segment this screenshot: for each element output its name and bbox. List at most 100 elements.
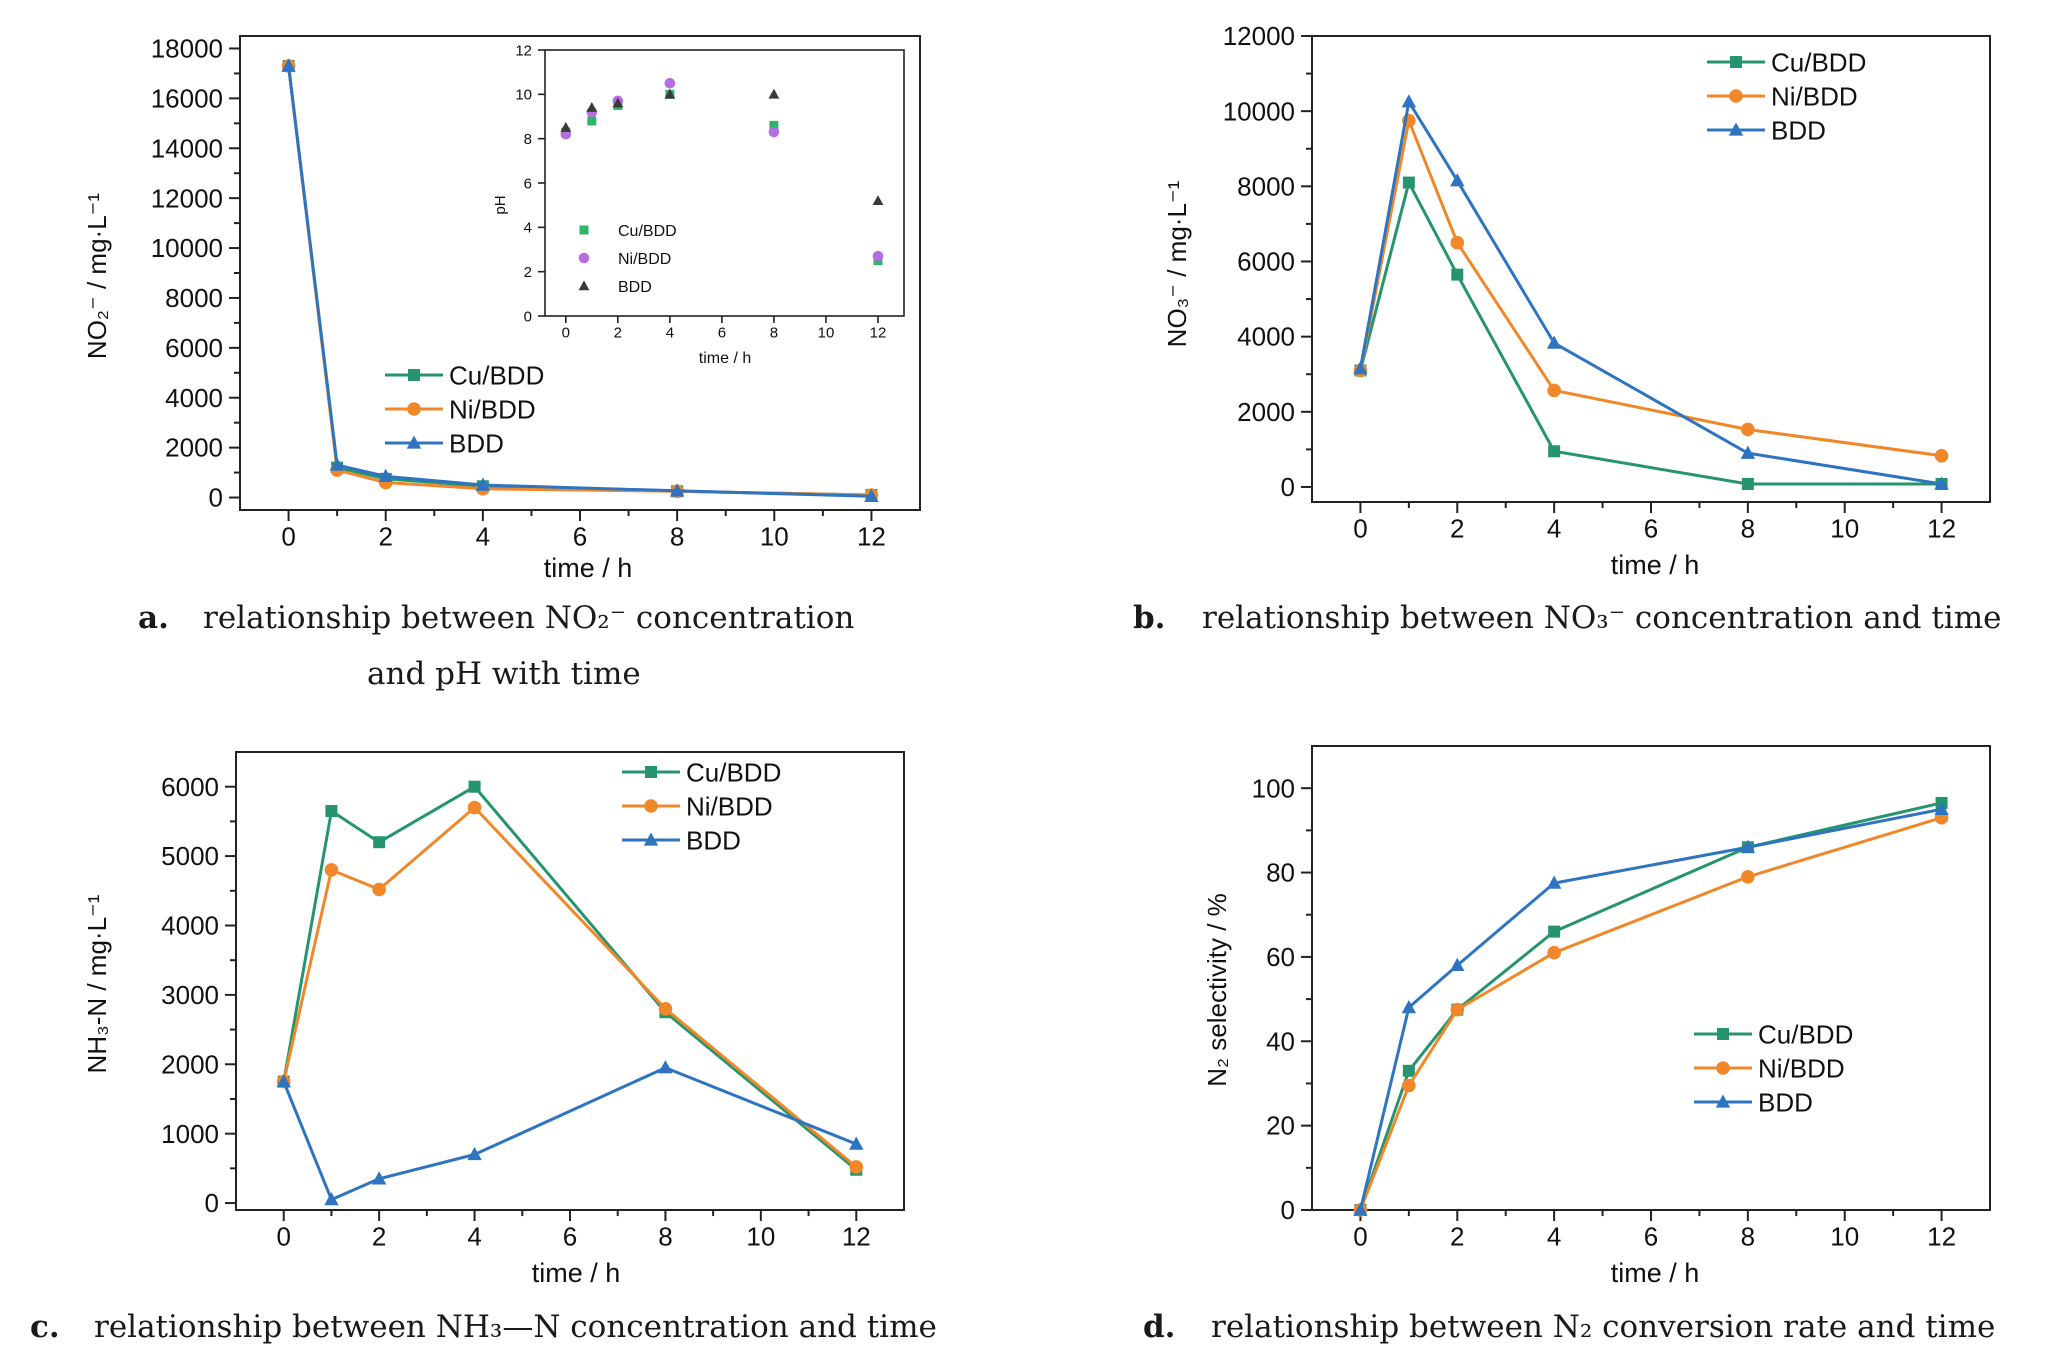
panel-d-point-bdd	[1401, 999, 1417, 1014]
panel-d-legend-label-cu-bdd: Cu/BDD	[1758, 1019, 1853, 1049]
panel-a-inset-point-bdd	[586, 101, 598, 112]
panel-a-series-line-cu-bdd	[287, 65, 872, 497]
panel-d-legend-marker-cu-bdd	[1717, 1028, 1729, 1040]
panel-b-ytick-label: 2000	[1237, 397, 1295, 427]
panel-c-legend: Cu/BDD Ni/BDD BDD	[622, 757, 781, 855]
panel-b-ytick-label: 4000	[1237, 322, 1295, 352]
panel-a-point-bdd	[864, 488, 879, 502]
panel-c-legend-marker-ni-bdd	[644, 799, 658, 813]
panel-a-ytick-label: 8000	[165, 283, 223, 313]
panel-b-point-bdd	[1353, 361, 1368, 375]
panel-c-series-line-cu-bdd	[282, 785, 858, 1171]
panel-a-ytick-label: 16000	[151, 83, 223, 113]
panel-c-legend-label-bdd: BDD	[686, 825, 741, 855]
panel-c-point-cu-bdd	[325, 804, 338, 817]
panel-a-xtick-label: 12	[857, 522, 886, 552]
panel-a-inset-point-ni-bdd	[872, 250, 884, 262]
panel-a-inset-xlabel: time / h	[699, 350, 751, 367]
panel-d-legend-marker-bdd	[1715, 1094, 1731, 1108]
panel-b-legend-marker-ni-bdd	[1729, 89, 1743, 103]
panel-a-caption-line1: relationship between NO₂⁻ concentration	[203, 600, 854, 636]
panel-c: NH₃-N / mg·L⁻¹ time / h c. relationship …	[30, 894, 937, 1345]
panel-d-ytick-label: 20	[1266, 1111, 1295, 1141]
panel-a-xtick-label: 8	[670, 522, 684, 552]
panel-a-inset-legend-marker-ni-bdd	[578, 252, 590, 264]
panel-a-series-line-bdd	[287, 65, 872, 498]
panel-c-xtick-label: 4	[467, 1222, 481, 1252]
panel-c-ylabel: NH₃-N / mg·L⁻¹	[82, 894, 112, 1073]
panel-a-ylabel: NO₂⁻ / mg·L⁻¹	[82, 193, 112, 359]
panel-b-legend-label-cu-bdd: Cu/BDD	[1771, 47, 1866, 77]
panel-a-inset-legend-label-ni-bdd: Ni/BDD	[618, 251, 671, 268]
panel-b-xtick-label: 8	[1741, 514, 1755, 544]
panel-d-ytick-label: 0	[1281, 1195, 1295, 1225]
panel-d-xtick-label: 4	[1547, 1222, 1561, 1252]
panel-b-legend-label-bdd: BDD	[1771, 115, 1826, 145]
panel-c-point-ni-bdd	[467, 800, 482, 815]
panel-c-point-bdd	[371, 1171, 387, 1185]
panel-c-ytick-label: 1000	[161, 1119, 219, 1149]
panel-a-inset-xtick-label: 8	[770, 324, 778, 341]
panel-c-ytick-label: 4000	[161, 911, 219, 941]
panel-d-point-cu-bdd	[1548, 925, 1561, 938]
panel-b-point-ni-bdd	[1450, 235, 1465, 250]
panel-b-point-cu-bdd	[1741, 477, 1754, 490]
panel-c-point-bdd	[324, 1192, 339, 1206]
panel-a-inset-xtick-label: 4	[666, 324, 674, 341]
panel-c-xtick-label: 0	[276, 1222, 290, 1252]
panel-d-ytick-label: 40	[1266, 1026, 1295, 1056]
panel-c-series-line-ni-bdd	[282, 806, 858, 1169]
panel-d-caption-line1: relationship between N₂ conversion rate …	[1211, 1309, 1995, 1345]
panel-a-inset-ytick-label: 12	[515, 42, 532, 59]
panel-c-plot-frame	[235, 751, 905, 1211]
panel-b-point-bdd	[1934, 476, 1949, 490]
panel-a-legend-marker-ni-bdd	[407, 402, 421, 416]
panel-d-ytick-label: 80	[1266, 858, 1295, 888]
panel-c-xtick-label: 6	[563, 1222, 577, 1252]
panel-c-series-line-bdd	[282, 1066, 857, 1202]
panel-d-xtick-label: 6	[1644, 1222, 1658, 1252]
panel-b-legend-marker-bdd	[1728, 122, 1744, 136]
panel-b-xtick-label: 10	[1830, 514, 1859, 544]
panel-d-point-ni-bdd	[1402, 1078, 1416, 1093]
panel-c-xtick-label: 2	[372, 1222, 386, 1252]
panel-c-legend-marker-bdd	[643, 832, 659, 846]
panel-b-series-group	[1353, 94, 1949, 490]
panel-a-inset-ytick-label: 0	[524, 308, 532, 325]
panel-c-xtick-label: 8	[658, 1222, 672, 1252]
panel-a-ytick-label: 0	[209, 483, 223, 513]
panel-b-xlabel: time / h	[1611, 550, 1700, 580]
panel-a-inset-point-bdd	[768, 88, 780, 99]
panel-a-xtick-label: 6	[573, 522, 587, 552]
panel-d-legend-marker-ni-bdd	[1716, 1061, 1730, 1075]
panel-d-point-bdd	[1740, 839, 1756, 853]
panel-c-ytick-label: 6000	[161, 772, 219, 802]
panel-b-point-bdd	[1740, 445, 1756, 459]
panel-b-legend-marker-cu-bdd	[1730, 56, 1742, 68]
panel-d-point-ni-bdd	[1741, 869, 1755, 884]
panel-a-plot-frame	[239, 35, 921, 511]
panel-a-inset-ytick-label: 10	[515, 87, 532, 104]
panel-c-point-bdd	[658, 1060, 673, 1074]
panel-b-axes: 0 2 4 6 8 10 12 0 2000 4000 6000 8000 10000 12000	[1223, 21, 1991, 544]
panel-b-point-cu-bdd	[1402, 176, 1415, 189]
panel-d-point-ni-bdd	[1450, 1002, 1465, 1017]
panel-a-point-bdd	[378, 468, 393, 482]
panel-d-point-bdd	[1353, 1202, 1368, 1216]
panel-c-point-cu-bdd	[373, 836, 386, 849]
panel-b-ytick-label: 6000	[1237, 247, 1295, 277]
panel-c-ytick-label: 3000	[161, 980, 219, 1010]
panel-a-series-group	[281, 58, 879, 502]
panel-c-legend-marker-cu-bdd	[645, 766, 657, 778]
panel-a-ytick-label: 12000	[151, 183, 223, 213]
panel-a-xtick-label: 4	[476, 522, 490, 552]
panel-a-ytick-label: 18000	[151, 34, 223, 64]
panel-a-xtick-label: 10	[760, 522, 789, 552]
panel-a-inset-xtick-label: 2	[614, 324, 622, 341]
panel-b-series-line-ni-bdd	[1358, 119, 1942, 458]
panel-c-ytick-label: 0	[205, 1188, 219, 1218]
panel-a-legend-label-bdd: BDD	[449, 428, 504, 458]
panel-a-inset-axes: 0 2 4 6 8 10 12 0 2 4 6 8 10 12	[515, 42, 905, 341]
panel-a-legend-marker-cu-bdd	[408, 369, 420, 381]
